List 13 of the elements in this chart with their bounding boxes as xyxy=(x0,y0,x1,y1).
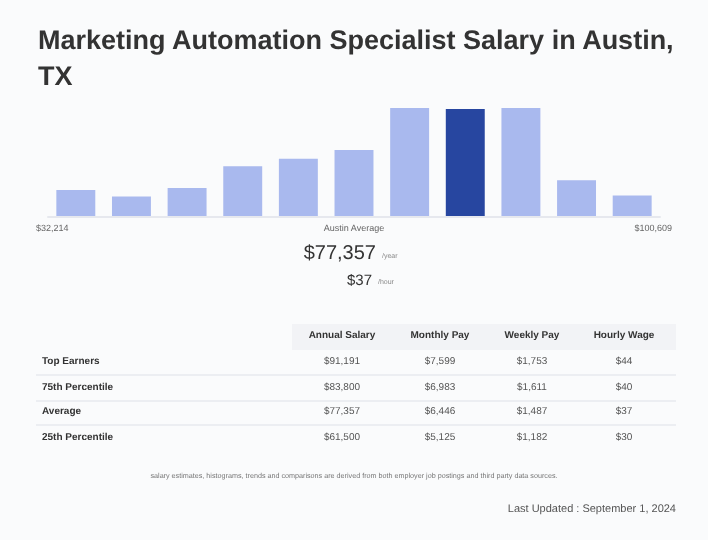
text: $77,357 xyxy=(303,243,377,265)
bar xyxy=(445,109,485,216)
bar xyxy=(612,195,652,216)
chart-title: Marketing Automation Specialist Salary in Austin, TX xyxy=(38,25,682,91)
bar xyxy=(223,166,263,216)
bar xyxy=(390,108,430,216)
bar xyxy=(334,150,374,216)
bar xyxy=(278,158,318,216)
bar xyxy=(56,190,96,216)
bar xyxy=(167,187,207,216)
bar xyxy=(111,196,151,216)
bar xyxy=(557,180,597,216)
bar xyxy=(501,108,541,216)
